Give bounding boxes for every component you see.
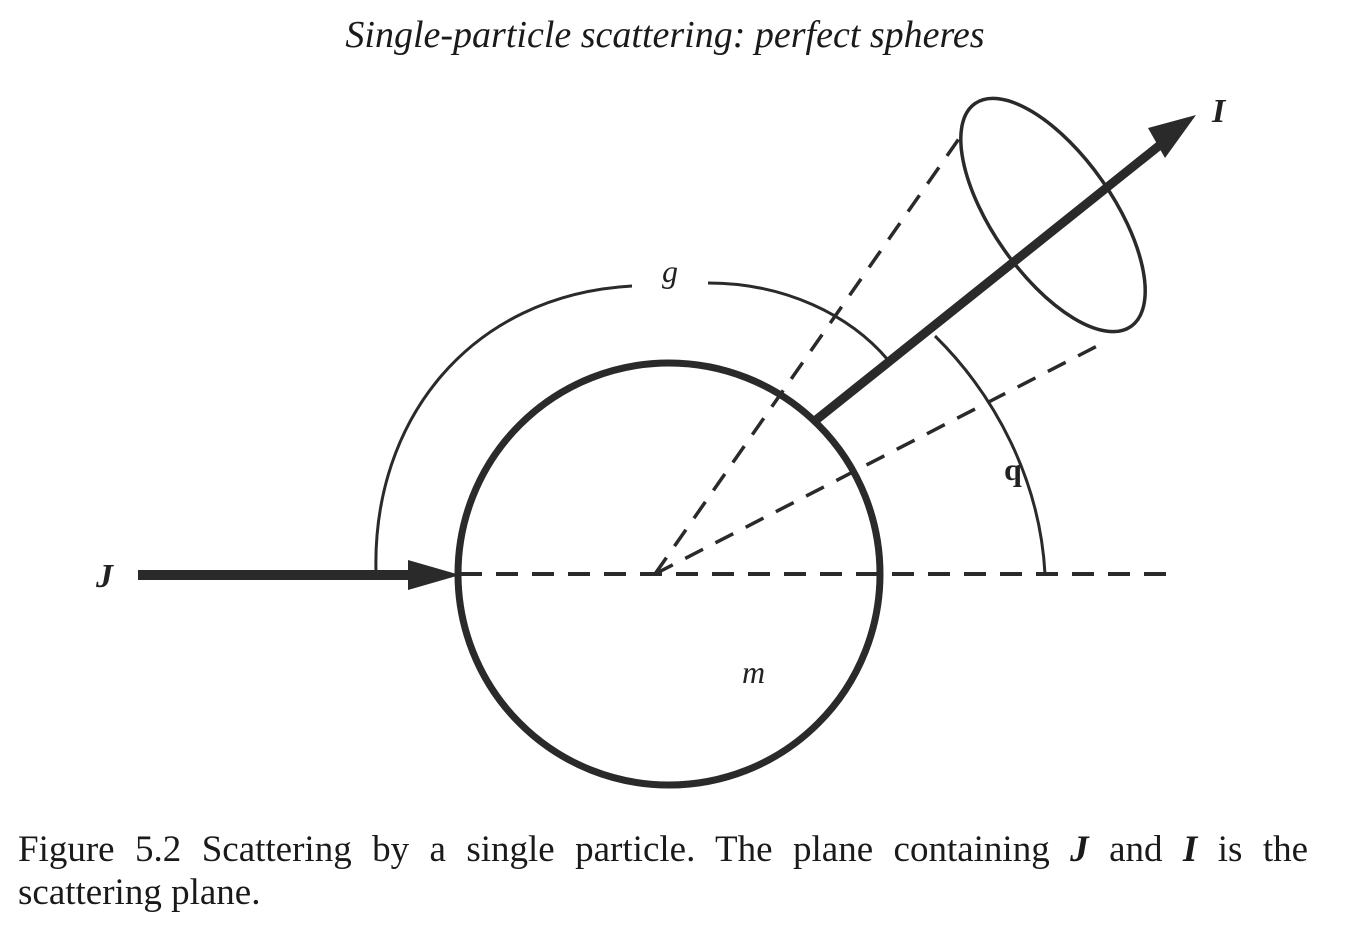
- detector-cone-ellipse: [959, 96, 1147, 334]
- incident-arrowhead: [408, 560, 460, 590]
- scattered-arrowhead: [1148, 115, 1196, 158]
- scattering-angle-arc: [933, 334, 1047, 575]
- label-scattering-angle-q: q: [1004, 451, 1022, 487]
- particle-sphere: [454, 359, 884, 789]
- label-azimuth-g: g: [662, 253, 678, 289]
- caption-symbol-j: J: [1070, 829, 1089, 870]
- scattered-beam: [813, 141, 1163, 424]
- caption-symbol-i: I: [1182, 829, 1198, 870]
- label-particle-m: m: [742, 654, 765, 690]
- cone-edge-lower: [654, 340, 1106, 576]
- caption-text-part1: Scattering by a single particle. The pla…: [201, 829, 1050, 870]
- cone-edge-upper: [653, 128, 967, 576]
- caption-number: Figure 5.2: [18, 829, 182, 870]
- caption-and: and: [1109, 829, 1163, 870]
- label-scattered-i: I: [1211, 93, 1227, 130]
- azimuth-arc-right: [707, 281, 890, 361]
- azimuth-arc-left: [374, 284, 633, 573]
- scattering-diagram: J I g q m: [95, 93, 1227, 789]
- figure-caption-line2: scattering plane.: [18, 872, 261, 913]
- caption-text-part2: is the: [1217, 829, 1309, 870]
- page-title: Single-particle scattering: perfect sphe…: [345, 14, 985, 56]
- label-incident-j: J: [95, 558, 114, 595]
- figure-caption: Figure 5.2 Scattering by a single partic…: [18, 828, 1308, 871]
